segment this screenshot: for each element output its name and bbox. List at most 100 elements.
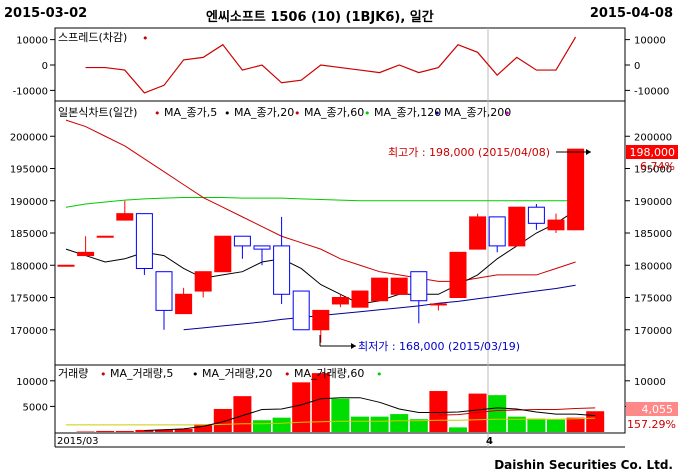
candle-body[interactable] — [292, 290, 310, 331]
price-tick-label-left: 170000 — [10, 326, 48, 337]
volume-bar[interactable] — [96, 430, 115, 432]
candle-body[interactable] — [567, 148, 585, 231]
volume-bar[interactable] — [135, 429, 154, 432]
candle-body[interactable] — [253, 245, 271, 250]
candle-body[interactable] — [96, 235, 114, 238]
vol-ma5-line — [144, 397, 596, 431]
volume-bar[interactable] — [233, 396, 252, 432]
volume-bar[interactable] — [507, 416, 526, 432]
volume-bar[interactable] — [409, 419, 428, 432]
candle-body[interactable] — [175, 293, 193, 315]
candle-body[interactable] — [449, 251, 467, 299]
volume-bar[interactable] — [272, 417, 291, 432]
volume-legend-marker: • — [284, 368, 291, 381]
spread-tick-label-right: -10000 — [634, 86, 669, 97]
price-tick-label-right: 185000 — [634, 229, 672, 240]
volume-bar[interactable] — [76, 431, 95, 432]
volume-bar[interactable] — [527, 418, 546, 432]
spread-legend-marker: • — [142, 32, 149, 45]
x-label-april: 4 — [486, 436, 493, 447]
price-tick-label-right: 200000 — [634, 132, 672, 143]
candle-body[interactable] — [371, 277, 389, 302]
volume-bars — [76, 373, 605, 432]
price-tick-label-right: 180000 — [634, 261, 672, 272]
volume-bar[interactable] — [174, 428, 193, 432]
spread-line — [85, 36, 577, 94]
volume-bar[interactable] — [253, 420, 271, 432]
candle-body[interactable] — [57, 264, 75, 267]
spread-ticks: 10000 10000 0 0 -10000 -10000 — [13, 36, 670, 98]
volume-bar[interactable] — [566, 417, 585, 432]
spread-tick-label-left: 0 — [42, 61, 48, 72]
price-tick-label-left: 175000 — [10, 294, 48, 305]
vol-ma20-line — [438, 407, 596, 416]
candle-body[interactable] — [410, 271, 428, 302]
price-tick-label-left: 185000 — [10, 229, 48, 240]
candle-body[interactable] — [331, 297, 349, 305]
price-legend-marker: • — [294, 107, 301, 120]
volume-bar[interactable] — [115, 430, 134, 432]
price-tick-label-right: 175000 — [634, 294, 672, 305]
brand-footer: Daishin Securities Co. Ltd. — [494, 458, 673, 472]
volume-bar[interactable] — [390, 414, 409, 432]
volume-legend-marker: • — [376, 368, 383, 381]
end-date: 2015-04-08 — [589, 6, 673, 21]
spread-legend: 스프레드(차감) — [58, 31, 127, 44]
volume-bar[interactable] — [488, 395, 507, 432]
last-volume-badge-bg — [626, 402, 678, 416]
volume-bar[interactable] — [547, 419, 565, 432]
spread-tick-label-right: 0 — [634, 61, 640, 72]
candlesticks — [57, 148, 585, 343]
candle-body[interactable] — [429, 303, 447, 306]
candle-body[interactable] — [273, 245, 291, 295]
volume-ma-lines — [66, 397, 596, 431]
candle-body[interactable] — [233, 235, 251, 247]
candle-body[interactable] — [508, 206, 526, 247]
volume-bar[interactable] — [292, 382, 311, 432]
candle-body[interactable] — [390, 277, 408, 295]
candle-body[interactable] — [116, 213, 134, 221]
price-legend-marker: • — [224, 107, 231, 120]
low-price-label: 최저가 : 168,000 (2015/03/19) — [358, 340, 520, 353]
candle-body[interactable] — [155, 271, 173, 311]
candle-body[interactable] — [351, 290, 369, 308]
volume-bar[interactable] — [311, 373, 330, 432]
candle-body[interactable] — [312, 309, 330, 331]
low-arrow-head — [351, 343, 356, 349]
price-legend-label: 일본식차트(일간) — [58, 105, 137, 119]
volume-bar[interactable] — [213, 408, 232, 432]
volume-bar[interactable] — [429, 391, 448, 432]
candle-body[interactable] — [194, 271, 212, 292]
candle-body[interactable] — [135, 213, 153, 269]
volume-bar[interactable] — [155, 429, 173, 432]
high-price-label: 최고가 : 198,000 (2015/04/08) — [388, 146, 550, 159]
volume-legend-label: MA_거래량,20 — [202, 367, 272, 380]
volume-bar[interactable] — [586, 411, 605, 432]
volume-bar[interactable] — [449, 427, 467, 432]
spread-tick-label-left: -10000 — [13, 86, 48, 97]
candle-body[interactable] — [488, 216, 506, 247]
volume-bar[interactable] — [370, 416, 389, 432]
candle-body[interactable] — [469, 216, 487, 250]
volume-tick-label-left: 5000 — [23, 402, 48, 413]
vol-ma60-line — [66, 417, 596, 426]
price-legend-label: MA_종가,5 — [164, 106, 217, 119]
volume-bar[interactable] — [331, 398, 350, 432]
candle-body[interactable] — [214, 235, 232, 273]
candle-body[interactable] — [527, 206, 545, 224]
price-tick-label-left: 190000 — [10, 197, 48, 208]
price-tick-label-right: 190000 — [634, 197, 672, 208]
price-legend-label: MA_종가,20 — [234, 106, 294, 119]
volume-bar[interactable] — [194, 424, 213, 432]
candle-body[interactable] — [77, 251, 95, 257]
high-arrow-head — [586, 149, 591, 155]
candle-body[interactable] — [547, 219, 565, 231]
price-tick-label-right: 170000 — [634, 326, 672, 337]
price-legend-marker: • — [364, 107, 371, 120]
price-tick-label-left: 200000 — [10, 132, 48, 143]
volume-change-badge: 157.29% — [627, 418, 676, 431]
start-date: 2015-03-02 — [4, 6, 88, 21]
volume-bar[interactable] — [351, 416, 369, 432]
